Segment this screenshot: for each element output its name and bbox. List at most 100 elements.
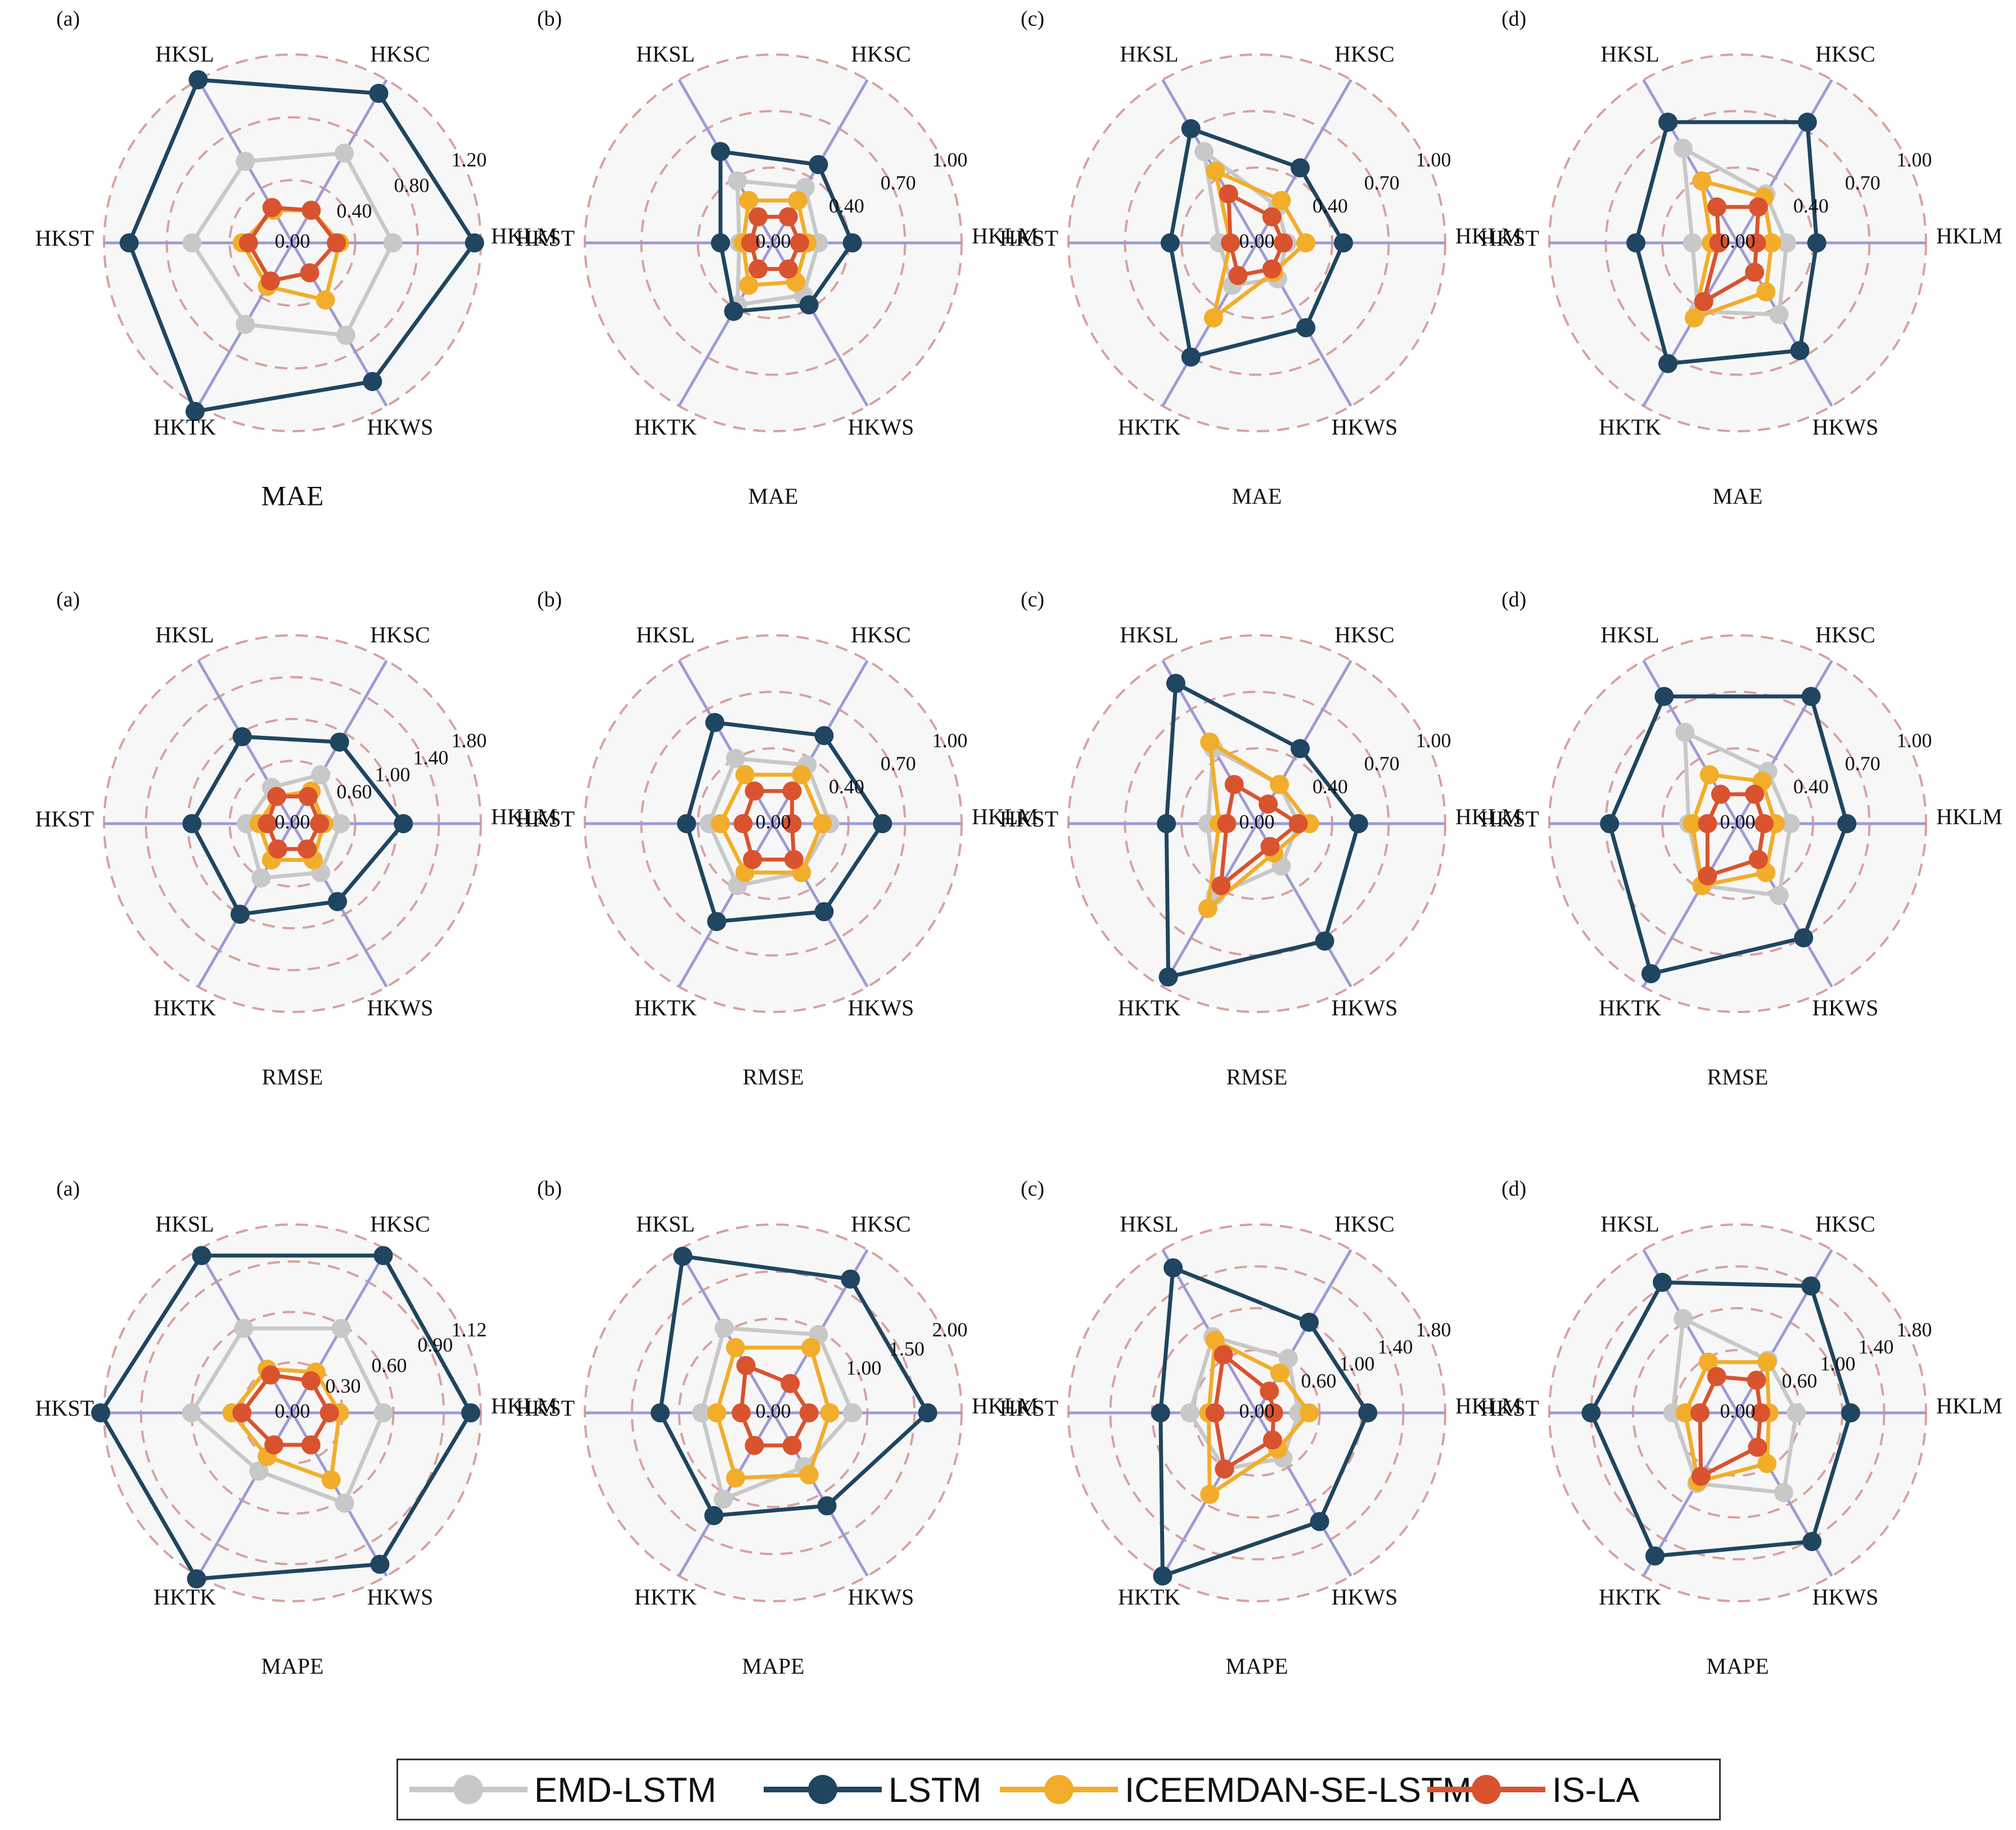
axis-label-hklm: HKLM: [491, 804, 557, 829]
data-point-emd-lstm: [714, 1489, 733, 1509]
data-point-is-la: [260, 271, 280, 291]
tick-label: 1.00: [1416, 729, 1451, 752]
axis-label-hkst: HKST: [1481, 806, 1539, 832]
data-point-lstm: [1802, 1531, 1822, 1551]
data-point-emd-lstm: [728, 171, 747, 191]
data-point-is-la: [1707, 1367, 1726, 1386]
tick-label: 0.00: [275, 229, 310, 252]
data-point-lstm: [1181, 119, 1201, 138]
data-point-lstm: [370, 1555, 390, 1574]
data-point-iceemdan-se-lstm: [739, 191, 759, 210]
data-point-emd-lstm: [236, 315, 255, 335]
data-point-is-la: [1745, 263, 1765, 282]
legend-swatch-marker: [1044, 1775, 1074, 1804]
data-point-emd-lstm: [1673, 138, 1693, 158]
data-point-iceemdan-se-lstm: [799, 1465, 819, 1485]
tick-label: 1.00: [1897, 148, 1932, 171]
axis-spoke: [1642, 79, 1739, 244]
data-point-lstm: [1163, 1258, 1183, 1278]
data-point-lstm: [330, 732, 349, 752]
data-point-is-la: [1205, 1403, 1225, 1422]
axis-label-hksc: HKSC: [851, 622, 911, 647]
data-point-emd-lstm: [331, 1318, 351, 1338]
data-point-is-la: [267, 787, 287, 806]
tick-label: 0.00: [1239, 810, 1275, 833]
axis-label-hkst: HKST: [35, 225, 94, 251]
data-point-iceemdan-se-lstm: [321, 1470, 341, 1490]
data-point-is-la: [1259, 794, 1278, 814]
tick-label: 1.20: [452, 148, 487, 171]
data-point-is-la: [1691, 1466, 1711, 1486]
axis-label-hkst: HKST: [35, 1395, 94, 1421]
data-point-emd-lstm: [1180, 1403, 1199, 1422]
data-point-lstm: [799, 295, 819, 315]
radar-chart-rmse-a: 0.00 0.601.001.401.80 HKLM HKSC HKSL HKST HKTK…: [35, 588, 557, 1090]
data-point-lstm: [185, 401, 205, 421]
tick-label: 1.00: [932, 148, 968, 171]
data-point-is-la: [261, 1365, 281, 1385]
data-point-iceemdan-se-lstm: [813, 814, 832, 833]
panel-label: (c): [1021, 588, 1044, 612]
data-point-emd-lstm: [1769, 305, 1789, 324]
metric-label: RMSE: [262, 1064, 323, 1090]
panel-label: (d): [1501, 1177, 1526, 1201]
axis-label-hklm: HKLM: [972, 804, 1038, 829]
panel-label: (c): [1021, 7, 1044, 31]
data-point-lstm: [1300, 1312, 1319, 1332]
axis-label-hktk: HKTK: [1599, 1584, 1661, 1610]
axis-label-hkws: HKWS: [367, 995, 434, 1020]
data-point-iceemdan-se-lstm: [726, 1468, 745, 1488]
data-point-is-la: [1748, 197, 1768, 217]
tick-label: 1.00: [1897, 729, 1932, 752]
tick-label: 0.40: [1313, 775, 1348, 798]
axis-label-hkws: HKWS: [367, 414, 434, 440]
data-point-emd-lstm: [1278, 1349, 1298, 1368]
panel-label: (a): [56, 1177, 80, 1201]
data-point-iceemdan-se-lstm: [1757, 1352, 1777, 1372]
data-point-is-la: [1711, 784, 1730, 804]
panel-label: (d): [1501, 588, 1526, 612]
data-point-is-la: [1260, 1381, 1279, 1401]
axis-label-hklm: HKLM: [972, 1393, 1038, 1418]
axis-label-hktk: HKTK: [1118, 995, 1180, 1020]
data-point-lstm: [1653, 1272, 1672, 1292]
tick-label: 1.40: [1859, 1335, 1894, 1358]
axis-label-hksc: HKSC: [1334, 1211, 1395, 1236]
data-point-lstm: [676, 814, 696, 833]
data-point-lstm: [232, 727, 252, 747]
data-point-lstm: [192, 1246, 211, 1266]
data-point-is-la: [232, 1403, 252, 1422]
data-point-is-la: [782, 1436, 802, 1456]
data-point-lstm: [814, 726, 834, 745]
data-point-is-la: [1219, 184, 1238, 204]
tick-label: 1.80: [452, 729, 487, 752]
data-point-emd-lstm: [1675, 722, 1695, 742]
data-point-emd-lstm: [373, 1403, 393, 1422]
axis-label-hkst: HKST: [1000, 1395, 1058, 1421]
data-point-lstm: [841, 1269, 860, 1289]
radar-chart-rmse-d: 0.00 0.40 0.70 1.00 HKLM HKSC HKSL HKST HKTK HKWS…: [1481, 588, 2003, 1090]
axis-label-hkst: HKST: [516, 806, 575, 832]
axis-label-hklm: HKLM: [1936, 804, 2003, 829]
axis-label-hktk: HKTK: [634, 414, 697, 440]
data-point-emd-lstm: [842, 1403, 862, 1422]
data-point-lstm: [1801, 686, 1821, 706]
data-point-emd-lstm: [249, 1461, 269, 1481]
axis-label-hklm: HKLM: [1455, 804, 1522, 829]
data-point-lstm: [1600, 814, 1620, 833]
data-point-lstm: [1291, 158, 1310, 178]
data-point-lstm: [464, 233, 484, 252]
axis-label-hklm: HKLM: [972, 223, 1038, 248]
axis-label-hklm: HKLM: [491, 1393, 557, 1418]
data-point-lstm: [1181, 347, 1201, 367]
tick-label: 0.40: [829, 775, 864, 798]
data-point-lstm: [724, 301, 743, 321]
axis-spoke: [1642, 823, 1739, 988]
data-point-is-la: [319, 1403, 339, 1422]
tick-label: 0.00: [275, 1399, 310, 1422]
tick-label: 1.00: [1340, 1353, 1375, 1375]
data-point-lstm: [1797, 112, 1817, 132]
metric-label: RMSE: [1226, 1064, 1288, 1090]
data-point-lstm: [1334, 233, 1354, 252]
legend-swatch-iceemdan-se-lstm: [1000, 1775, 1118, 1804]
